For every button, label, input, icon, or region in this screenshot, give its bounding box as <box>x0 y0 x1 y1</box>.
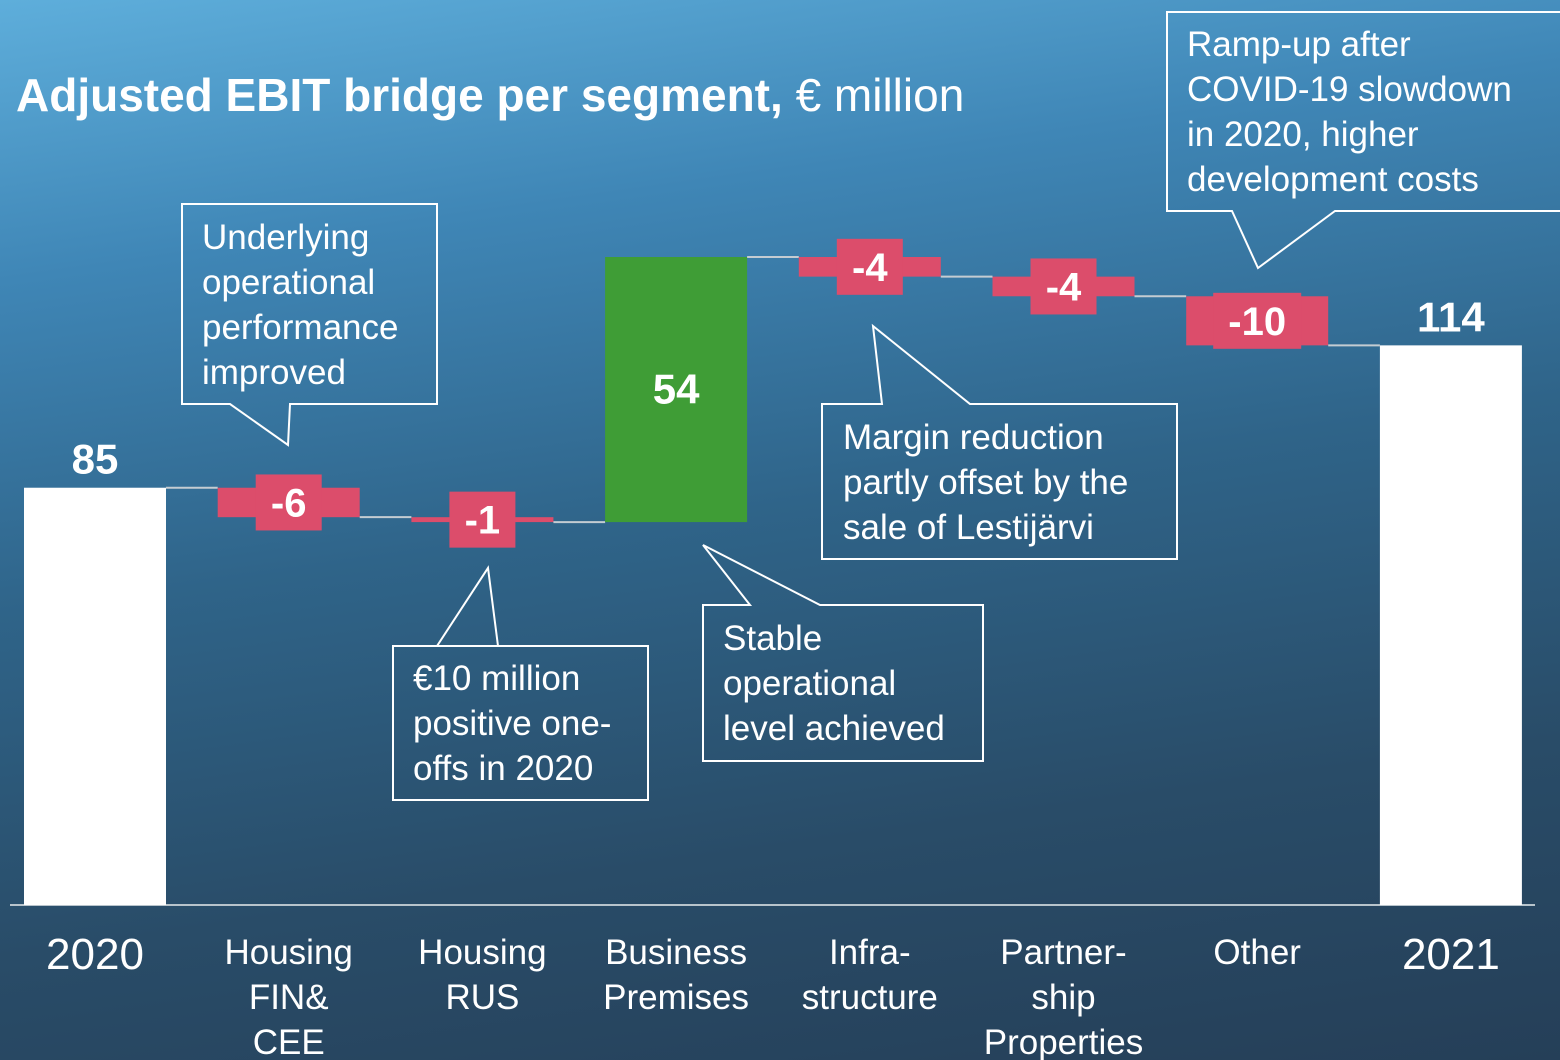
annotation: Underlying operational performance impro… <box>202 218 399 392</box>
x-tick-label: Housing FIN& CEE <box>224 933 353 1060</box>
value-badge <box>836 238 903 295</box>
x-tick-label: Other <box>1213 933 1301 972</box>
value-label: -10 <box>1228 300 1286 344</box>
x-tick-label: Housing RUS <box>418 933 547 1017</box>
annotation: Ramp-up after COVID-19 slowdown in 2020,… <box>1187 25 1512 199</box>
annotation: Stable operational level achieved <box>723 619 945 748</box>
value-label: -4 <box>1046 265 1082 309</box>
annotation: €10 million positive one- offs in 2020 <box>413 659 612 788</box>
value-badge <box>255 474 322 531</box>
bar <box>605 257 748 523</box>
callout-frame <box>821 323 1178 560</box>
value-label: -4 <box>852 246 888 290</box>
x-tick-label: Business Premises <box>603 933 750 1017</box>
value-badge <box>1030 258 1097 315</box>
value-badge <box>1213 292 1302 349</box>
callout-frame <box>181 203 438 447</box>
value-label: 85 <box>72 436 119 483</box>
value-label: -1 <box>465 499 501 543</box>
x-tick-label: 2021 <box>1401 930 1500 979</box>
callout-frame <box>702 544 984 762</box>
callout-frame <box>392 565 649 801</box>
x-tick-label: 2020 <box>46 930 144 979</box>
bar <box>24 487 166 905</box>
chart-title: Adjusted EBIT bridge per segment, € mill… <box>16 69 965 121</box>
annotation: Margin reduction partly offset by the sa… <box>843 418 1129 547</box>
value-label: -6 <box>271 481 307 525</box>
value-label: 114 <box>1417 293 1485 340</box>
x-tick-label: Partner- ship Properties <box>983 933 1144 1060</box>
value-badge <box>449 491 516 548</box>
value-label: 54 <box>653 366 700 413</box>
bar <box>1379 345 1522 905</box>
callout-frame <box>1166 11 1560 270</box>
x-tick-label: Infra- structure <box>801 933 938 1017</box>
